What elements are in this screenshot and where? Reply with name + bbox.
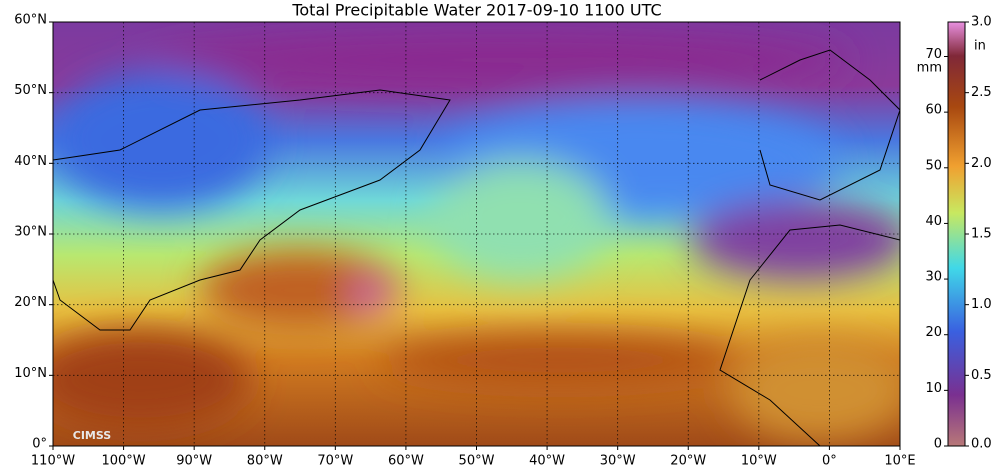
lat-label: 0°: [32, 437, 47, 452]
mm-unit: mm: [917, 61, 942, 76]
in-tick-label: 1.0: [971, 297, 992, 312]
lon-label: 100°W: [101, 454, 145, 469]
lon-label: 90°W: [176, 454, 212, 469]
mm-tick-label: 40: [925, 214, 942, 229]
lat-label: 10°N: [14, 366, 47, 381]
mm-tick-label: 70: [925, 47, 942, 62]
in-tick-label: 0.0: [971, 437, 992, 452]
lat-label: 50°N: [14, 83, 47, 98]
logo: CIMSS: [73, 429, 112, 442]
in-unit: in: [974, 39, 986, 54]
mm-tick-label: 20: [925, 325, 942, 340]
lat-label: 30°N: [14, 225, 47, 240]
lon-label: 10°E: [884, 454, 915, 469]
lon-label: 60°W: [388, 454, 424, 469]
lon-label: 10°W: [741, 454, 777, 469]
in-tick-label: 2.5: [971, 85, 992, 100]
mm-tick-label: 30: [925, 270, 942, 285]
lat-label: 40°N: [14, 154, 47, 169]
in-tick-label: 0.5: [971, 368, 992, 383]
lat-label: 60°N: [14, 13, 47, 28]
lon-label: 110°W: [31, 454, 75, 469]
lon-label: 50°W: [459, 454, 495, 469]
lon-label: 40°W: [529, 454, 565, 469]
lon-label: 20°W: [670, 454, 706, 469]
chart-title: Total Precipitable Water 2017-09-10 1100…: [291, 1, 661, 20]
in-tick-label: 3.0: [971, 15, 992, 30]
in-tick-label: 1.5: [971, 227, 992, 242]
in-tick-label: 2.0: [971, 156, 992, 171]
mm-tick-label: 10: [925, 381, 942, 396]
lon-label: 30°W: [600, 454, 636, 469]
mm-tick-label: 50: [925, 158, 942, 173]
lon-label: 0°: [822, 454, 837, 469]
lon-label: 70°W: [317, 454, 353, 469]
mm-tick-label: 60: [925, 103, 942, 118]
lat-label: 20°N: [14, 295, 47, 310]
colorbar: [947, 21, 966, 447]
mm-tick-label: 0: [934, 437, 942, 452]
lon-label: 80°W: [247, 454, 283, 469]
